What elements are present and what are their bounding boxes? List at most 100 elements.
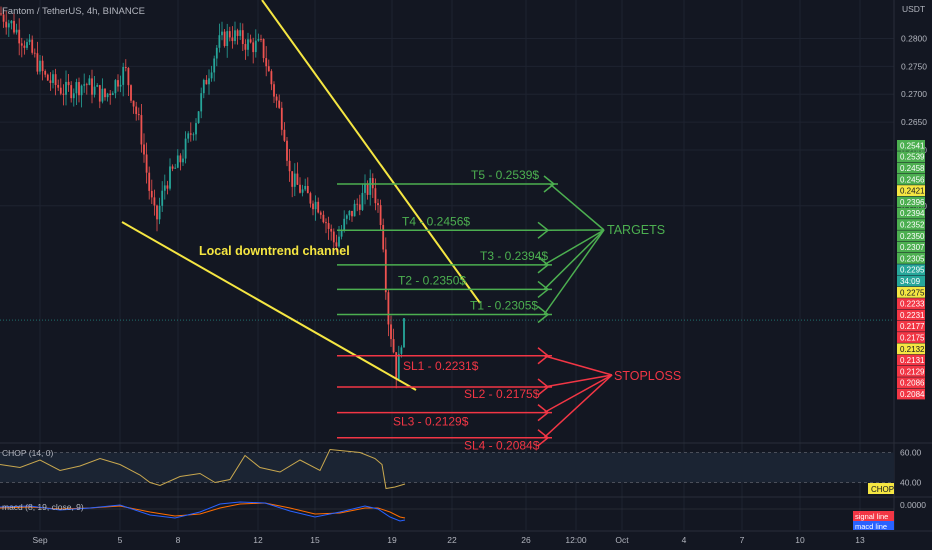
candle[interactable] xyxy=(291,171,294,198)
candle[interactable] xyxy=(20,37,23,58)
candle[interactable] xyxy=(39,54,41,75)
candle[interactable] xyxy=(218,23,221,53)
candle[interactable] xyxy=(247,32,249,57)
candle[interactable] xyxy=(0,6,2,16)
candle[interactable] xyxy=(293,163,296,197)
candle[interactable] xyxy=(299,177,301,194)
candle[interactable] xyxy=(59,78,62,96)
candle[interactable] xyxy=(33,48,36,58)
candle[interactable] xyxy=(54,68,57,96)
candle[interactable] xyxy=(340,224,343,240)
candle[interactable] xyxy=(195,118,197,141)
candle[interactable] xyxy=(13,12,15,35)
candle[interactable] xyxy=(221,21,223,41)
candle[interactable] xyxy=(249,34,252,44)
candle[interactable] xyxy=(158,197,161,225)
candle[interactable] xyxy=(169,158,171,191)
candle[interactable] xyxy=(322,210,325,224)
candle[interactable] xyxy=(210,65,213,82)
candle[interactable] xyxy=(314,195,317,221)
candle[interactable] xyxy=(111,91,114,96)
candle[interactable] xyxy=(163,174,166,200)
candle[interactable] xyxy=(26,38,28,50)
candle[interactable] xyxy=(236,28,239,45)
candle[interactable] xyxy=(189,122,192,142)
candle[interactable] xyxy=(62,84,65,106)
candle[interactable] xyxy=(202,78,205,99)
candle[interactable] xyxy=(85,82,88,95)
candle[interactable] xyxy=(15,23,18,35)
candle[interactable] xyxy=(80,84,83,108)
candles[interactable] xyxy=(0,6,405,389)
candle[interactable] xyxy=(182,149,184,167)
candle[interactable] xyxy=(288,149,291,182)
macd-line[interactable] xyxy=(0,501,406,522)
candle[interactable] xyxy=(184,131,187,164)
candle[interactable] xyxy=(31,35,34,55)
trend-line-lower[interactable] xyxy=(121,221,417,391)
candle[interactable] xyxy=(275,93,278,108)
candle[interactable] xyxy=(23,40,26,55)
candle[interactable] xyxy=(345,214,348,225)
candle[interactable] xyxy=(319,210,322,219)
candle[interactable] xyxy=(317,197,320,214)
candle[interactable] xyxy=(137,107,140,121)
candle[interactable] xyxy=(332,228,335,252)
candle[interactable] xyxy=(52,70,54,89)
candle[interactable] xyxy=(330,224,333,241)
candle[interactable] xyxy=(46,73,49,82)
candle[interactable] xyxy=(28,34,31,45)
candle[interactable] xyxy=(208,69,210,95)
candle[interactable] xyxy=(75,78,78,106)
candle[interactable] xyxy=(132,100,135,114)
candle[interactable] xyxy=(49,72,52,91)
candle[interactable] xyxy=(96,83,99,88)
candle[interactable] xyxy=(392,328,395,354)
candle[interactable] xyxy=(390,315,392,347)
candle[interactable] xyxy=(57,79,60,91)
candle[interactable] xyxy=(371,173,374,198)
candle[interactable] xyxy=(369,169,372,206)
candle[interactable] xyxy=(397,345,400,380)
candle[interactable] xyxy=(395,352,398,389)
stoploss-lines[interactable]: SL1 - 0.2231$ SL2 - 0.2175$ SL3 - 0.2129$ S… xyxy=(337,347,613,453)
candle[interactable] xyxy=(286,136,288,167)
candle[interactable] xyxy=(67,74,70,92)
candle[interactable] xyxy=(257,33,260,42)
candle[interactable] xyxy=(260,34,262,43)
candle[interactable] xyxy=(10,19,13,30)
candle[interactable] xyxy=(143,133,145,163)
candle[interactable] xyxy=(228,26,231,42)
candle[interactable] xyxy=(327,216,330,240)
candle[interactable] xyxy=(351,210,353,222)
candle[interactable] xyxy=(244,39,247,60)
candle[interactable] xyxy=(150,179,153,205)
candle[interactable] xyxy=(252,37,255,64)
candle[interactable] xyxy=(65,70,67,106)
candle[interactable] xyxy=(254,29,257,58)
candle[interactable] xyxy=(101,78,104,104)
candle[interactable] xyxy=(200,87,203,119)
candle[interactable] xyxy=(358,194,361,216)
candle[interactable] xyxy=(353,199,356,217)
candle[interactable] xyxy=(187,131,190,143)
chop-line[interactable] xyxy=(0,448,406,490)
candle[interactable] xyxy=(78,77,80,103)
candle[interactable] xyxy=(41,55,44,81)
candle[interactable] xyxy=(280,101,283,136)
candle[interactable] xyxy=(262,38,265,63)
candle[interactable] xyxy=(153,189,156,216)
candle[interactable] xyxy=(176,149,179,169)
candle[interactable] xyxy=(156,204,158,232)
candle[interactable] xyxy=(117,74,119,92)
candle[interactable] xyxy=(325,218,327,234)
candle[interactable] xyxy=(5,10,8,35)
candle[interactable] xyxy=(88,75,91,86)
candle[interactable] xyxy=(166,180,169,195)
candle[interactable] xyxy=(104,88,106,101)
candle[interactable] xyxy=(356,198,359,212)
candle[interactable] xyxy=(283,122,286,142)
candle[interactable] xyxy=(312,200,314,216)
